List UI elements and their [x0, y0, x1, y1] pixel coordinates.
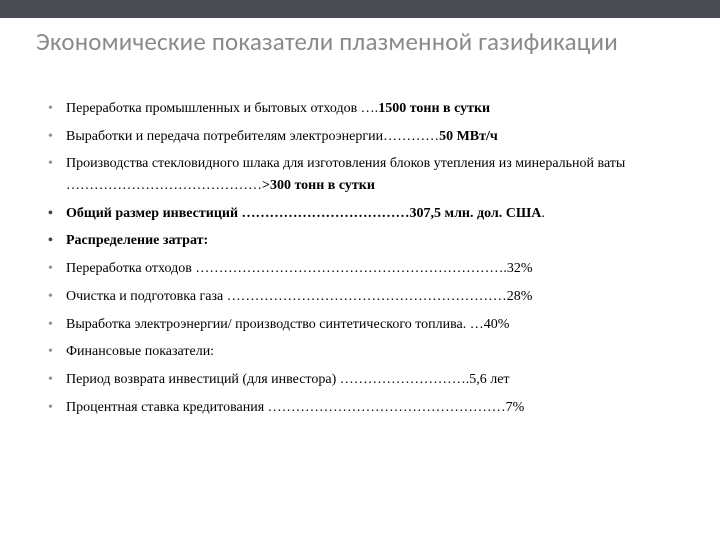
list-item: Процентная ставка кредитования ………………………… [48, 397, 684, 419]
list-item-bold-text: Общий размер инвестиций ………………………………307,… [66, 206, 541, 221]
slide-title: Экономические показатели плазменной гази… [36, 26, 684, 57]
list-item-trailing: . [541, 206, 545, 221]
list-item: Выработки и передача потребителям электр… [48, 126, 684, 148]
list-item: Очистка и подготовка газа ……………………………………… [48, 286, 684, 308]
list-item: Выработка электроэнергии/ производство с… [48, 314, 684, 336]
list-item: Распределение затрат: [48, 230, 684, 252]
list-item-text: Финансовые показатели: [66, 344, 214, 359]
slide-content: Переработка промышленных и бытовых отход… [48, 98, 684, 424]
list-item: Общий размер инвестиций ………………………………307,… [48, 203, 684, 225]
slide: Экономические показатели плазменной гази… [0, 0, 720, 540]
list-item-bold-text: Распределение затрат: [66, 233, 208, 248]
list-item-bold-tail: >300 тонн в сутки [262, 178, 375, 193]
list-item-text: Переработка отходов ……………………………………………………… [66, 261, 533, 276]
bullet-list: Переработка промышленных и бытовых отход… [48, 98, 684, 418]
list-item: Период возврата инвестиций (для инвестор… [48, 369, 684, 391]
list-item: Переработка промышленных и бытовых отход… [48, 98, 684, 120]
list-item-text: Выработки и передача потребителям электр… [66, 129, 439, 144]
list-item-bold-tail: 50 МВт/ч [439, 129, 498, 144]
list-item-text: Очистка и подготовка газа ……………………………………… [66, 289, 532, 304]
top-accent-bar [0, 0, 720, 18]
list-item: Переработка отходов ……………………………………………………… [48, 258, 684, 280]
list-item: Финансовые показатели: [48, 341, 684, 363]
list-item: Производства стекловидного шлака для изг… [48, 153, 684, 196]
list-item-bold-tail: 1500 тонн в сутки [378, 101, 490, 116]
list-item-text: Переработка промышленных и бытовых отход… [66, 101, 378, 116]
list-item-text: Процентная ставка кредитования ………………………… [66, 400, 524, 415]
list-item-text: Выработка электроэнергии/ производство с… [66, 317, 509, 332]
list-item-text: Период возврата инвестиций (для инвестор… [66, 372, 510, 387]
